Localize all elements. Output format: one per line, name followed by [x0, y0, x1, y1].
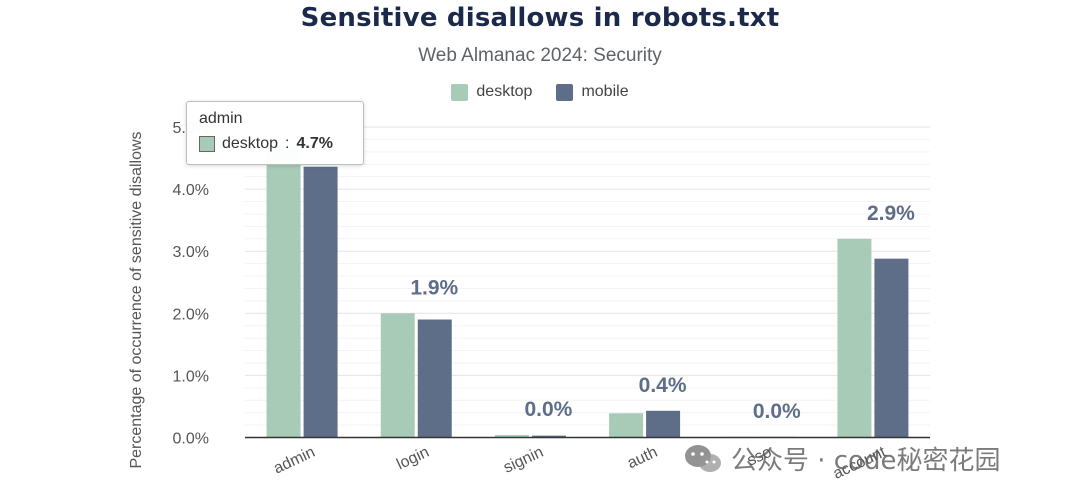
y-tick-label: 4.0% — [173, 182, 209, 199]
y-tick-label: 3.0% — [173, 244, 209, 261]
x-tick-label-admin: admin — [271, 444, 318, 478]
legend-label-mobile: mobile — [581, 83, 629, 100]
tooltip-title: admin — [199, 110, 243, 127]
y-tick-labels: 0.0%1.0%2.0%3.0%4.0%5.0% — [173, 120, 209, 448]
legend-item-mobile[interactable]: mobile — [556, 83, 629, 101]
x-tick-label-auth: auth — [625, 444, 660, 473]
bar-mobile-admin[interactable] — [303, 166, 338, 438]
chart-subtitle: Web Almanac 2024: Security — [418, 45, 662, 66]
legend: desktop mobile — [0, 83, 1080, 101]
y-tick-label: 1.0% — [173, 368, 209, 385]
tooltip-swatch — [199, 136, 215, 152]
bar-desktop-auth[interactable] — [609, 413, 644, 438]
gridlines — [245, 126, 930, 438]
bar-mobile-signin[interactable] — [531, 435, 566, 438]
data-label-account: 2.9% — [867, 202, 915, 225]
legend-swatch-desktop — [451, 83, 469, 101]
y-axis-label: Percentage of occurrence of sensitive di… — [128, 131, 145, 468]
x-tick-label-login: login — [394, 444, 432, 474]
legend-swatch-mobile — [556, 83, 574, 101]
bar-desktop-account[interactable] — [837, 238, 872, 438]
y-tick-label: 2.0% — [173, 306, 209, 323]
data-label-signin: 0.0% — [524, 398, 572, 421]
bar-mobile-login[interactable] — [417, 319, 452, 438]
legend-item-desktop[interactable]: desktop — [451, 83, 532, 101]
bar-mobile-auth[interactable] — [646, 410, 681, 438]
data-label-auth: 0.4% — [639, 374, 687, 397]
bars — [266, 145, 909, 438]
legend-label-desktop: desktop — [476, 83, 533, 100]
watermark: 公众号 · code秘密花园 — [683, 440, 1001, 477]
chart-title: Sensitive disallows in robots.txt — [300, 3, 780, 33]
bar-desktop-login[interactable] — [380, 313, 415, 438]
x-tick-label-signin: signin — [501, 444, 546, 477]
watermark-text: 公众号 · code秘密花园 — [731, 446, 1001, 476]
bar-mobile-account[interactable] — [874, 258, 909, 438]
data-label-login: 1.9% — [410, 276, 458, 299]
tooltip-value: 4.7% — [296, 135, 333, 152]
tooltip-series: desktop — [222, 135, 279, 152]
data-label-sso: 0.0% — [753, 400, 801, 423]
bar-desktop-admin[interactable] — [266, 145, 301, 438]
tooltip: admin desktop: 4.7% — [186, 101, 364, 165]
y-tick-label: 0.0% — [173, 431, 209, 448]
data-labels: 1.9% 0.0% 0.4% 0.0% 2.9% — [410, 202, 915, 423]
tooltip-colon: : — [285, 135, 290, 152]
wechat-icon — [685, 444, 721, 472]
tooltip-row: desktop: 4.7% — [199, 135, 351, 153]
bar-desktop-signin[interactable] — [494, 435, 529, 438]
